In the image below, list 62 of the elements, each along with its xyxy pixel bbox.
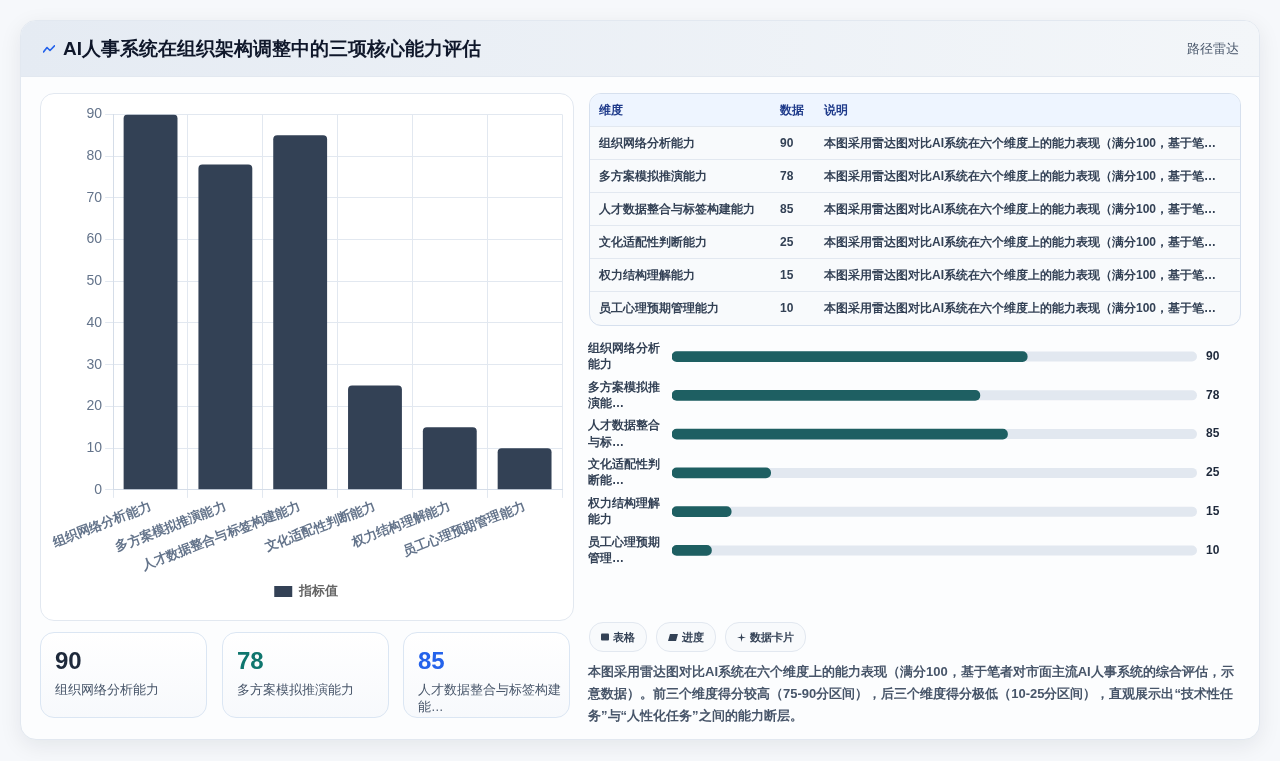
y-tick-label: 人才数据整合与标… [587, 418, 661, 449]
data-label: 90 [771, 126, 815, 160]
data-label: 90 [55, 646, 83, 676]
text: 表格 [613, 629, 635, 645]
bar [672, 506, 732, 517]
bar [348, 385, 402, 490]
data-label: 85 [771, 192, 815, 226]
y-tick-label: 0 [94, 480, 103, 497]
category-label: 人才数据整合与标签构建能… [418, 682, 561, 716]
text: 数据卡片 [750, 629, 794, 645]
data-label: 78 [237, 646, 265, 676]
text: 说明 [815, 94, 1240, 127]
data-label: 10 [1206, 542, 1220, 557]
data-label: 25 [1206, 465, 1220, 480]
data-label: 15 [771, 258, 815, 292]
data-label: 85 [418, 646, 446, 676]
y-tick-label: 40 [86, 313, 103, 330]
text: AI人事系统在组织架构调整中的三项核心能力评估 [63, 37, 481, 61]
text: 本图采用雷达图对比AI系统在六个维度上的能力表现（满分100，基于笔… [815, 192, 1240, 226]
y-tick-label: 组织网络分析能力 [587, 340, 660, 371]
category-label: 组织网络分析能力 [55, 682, 160, 699]
y-tick-label: 70 [86, 188, 103, 205]
y-tick-label: 30 [86, 355, 103, 372]
y-tick-label: 文化适配性判断能… [587, 457, 660, 488]
text: 本图采用雷达图对比AI系统在六个维度上的能力表现（满分100，基于笔… [815, 258, 1240, 292]
data-label: 85 [1206, 426, 1220, 441]
text: 维度 [590, 94, 771, 127]
y-tick-label: 20 [86, 397, 103, 414]
text: 路径雷达 [1187, 40, 1239, 58]
text: 数据 [771, 94, 815, 127]
category-label: 文化适配性判断能力 [590, 225, 771, 259]
y-tick-label: 多方案模拟推演能… [587, 379, 660, 410]
y-tick-label: 80 [86, 146, 103, 163]
bar [123, 114, 178, 490]
data-label: 78 [771, 159, 815, 193]
category-label: 多方案模拟推演能力 [590, 159, 771, 193]
y-tick-label: 10 [86, 439, 103, 456]
text: 本图采用雷达图对比AI系统在六个维度上的能力表现（满分100，基于笔… [815, 126, 1240, 160]
data-label: 25 [771, 225, 815, 259]
y-tick-label: 60 [86, 230, 103, 247]
text: 本图采用雷达图对比AI系统在六个维度上的能力表现（满分100，基于笔者对市面主流AI人事系统的综合评估，示意数据）。前三个维度得分较高（75-90分区间），后三个维度得分极低（10-25分区间），直观展示出“技术性任务”与“人性化任务”之间的能力断层。 [588, 663, 1235, 725]
data-label: 78 [1206, 387, 1220, 402]
bar [198, 164, 253, 490]
y-tick-label: 50 [86, 272, 103, 289]
data-label: 15 [1206, 503, 1220, 518]
legend-label: 指标值 [297, 583, 338, 599]
text: 本图采用雷达图对比AI系统在六个维度上的能力表现（满分100，基于笔… [815, 159, 1240, 193]
category-label: 多方案模拟推演能力 [237, 682, 355, 699]
data-label: 90 [1206, 348, 1220, 363]
category-label: 人才数据整合与标签构建能力 [590, 192, 771, 226]
bar [273, 135, 328, 490]
bar [672, 467, 772, 479]
data-label: 10 [779, 300, 795, 317]
bar [672, 545, 712, 556]
bar [497, 448, 552, 490]
category-label: 员工心理预期管理能力 [598, 299, 720, 317]
text: 进度 [682, 629, 704, 645]
text: 本图采用雷达图对比AI系统在六个维度上的能力表现（满分100，基于笔… [823, 299, 1218, 317]
y-tick-label: 员工心理预期管理… [587, 534, 660, 565]
y-tick-label: 90 [86, 105, 103, 122]
bar [422, 427, 477, 490]
text: 本图采用雷达图对比AI系统在六个维度上的能力表现（满分100，基于笔… [815, 225, 1240, 259]
